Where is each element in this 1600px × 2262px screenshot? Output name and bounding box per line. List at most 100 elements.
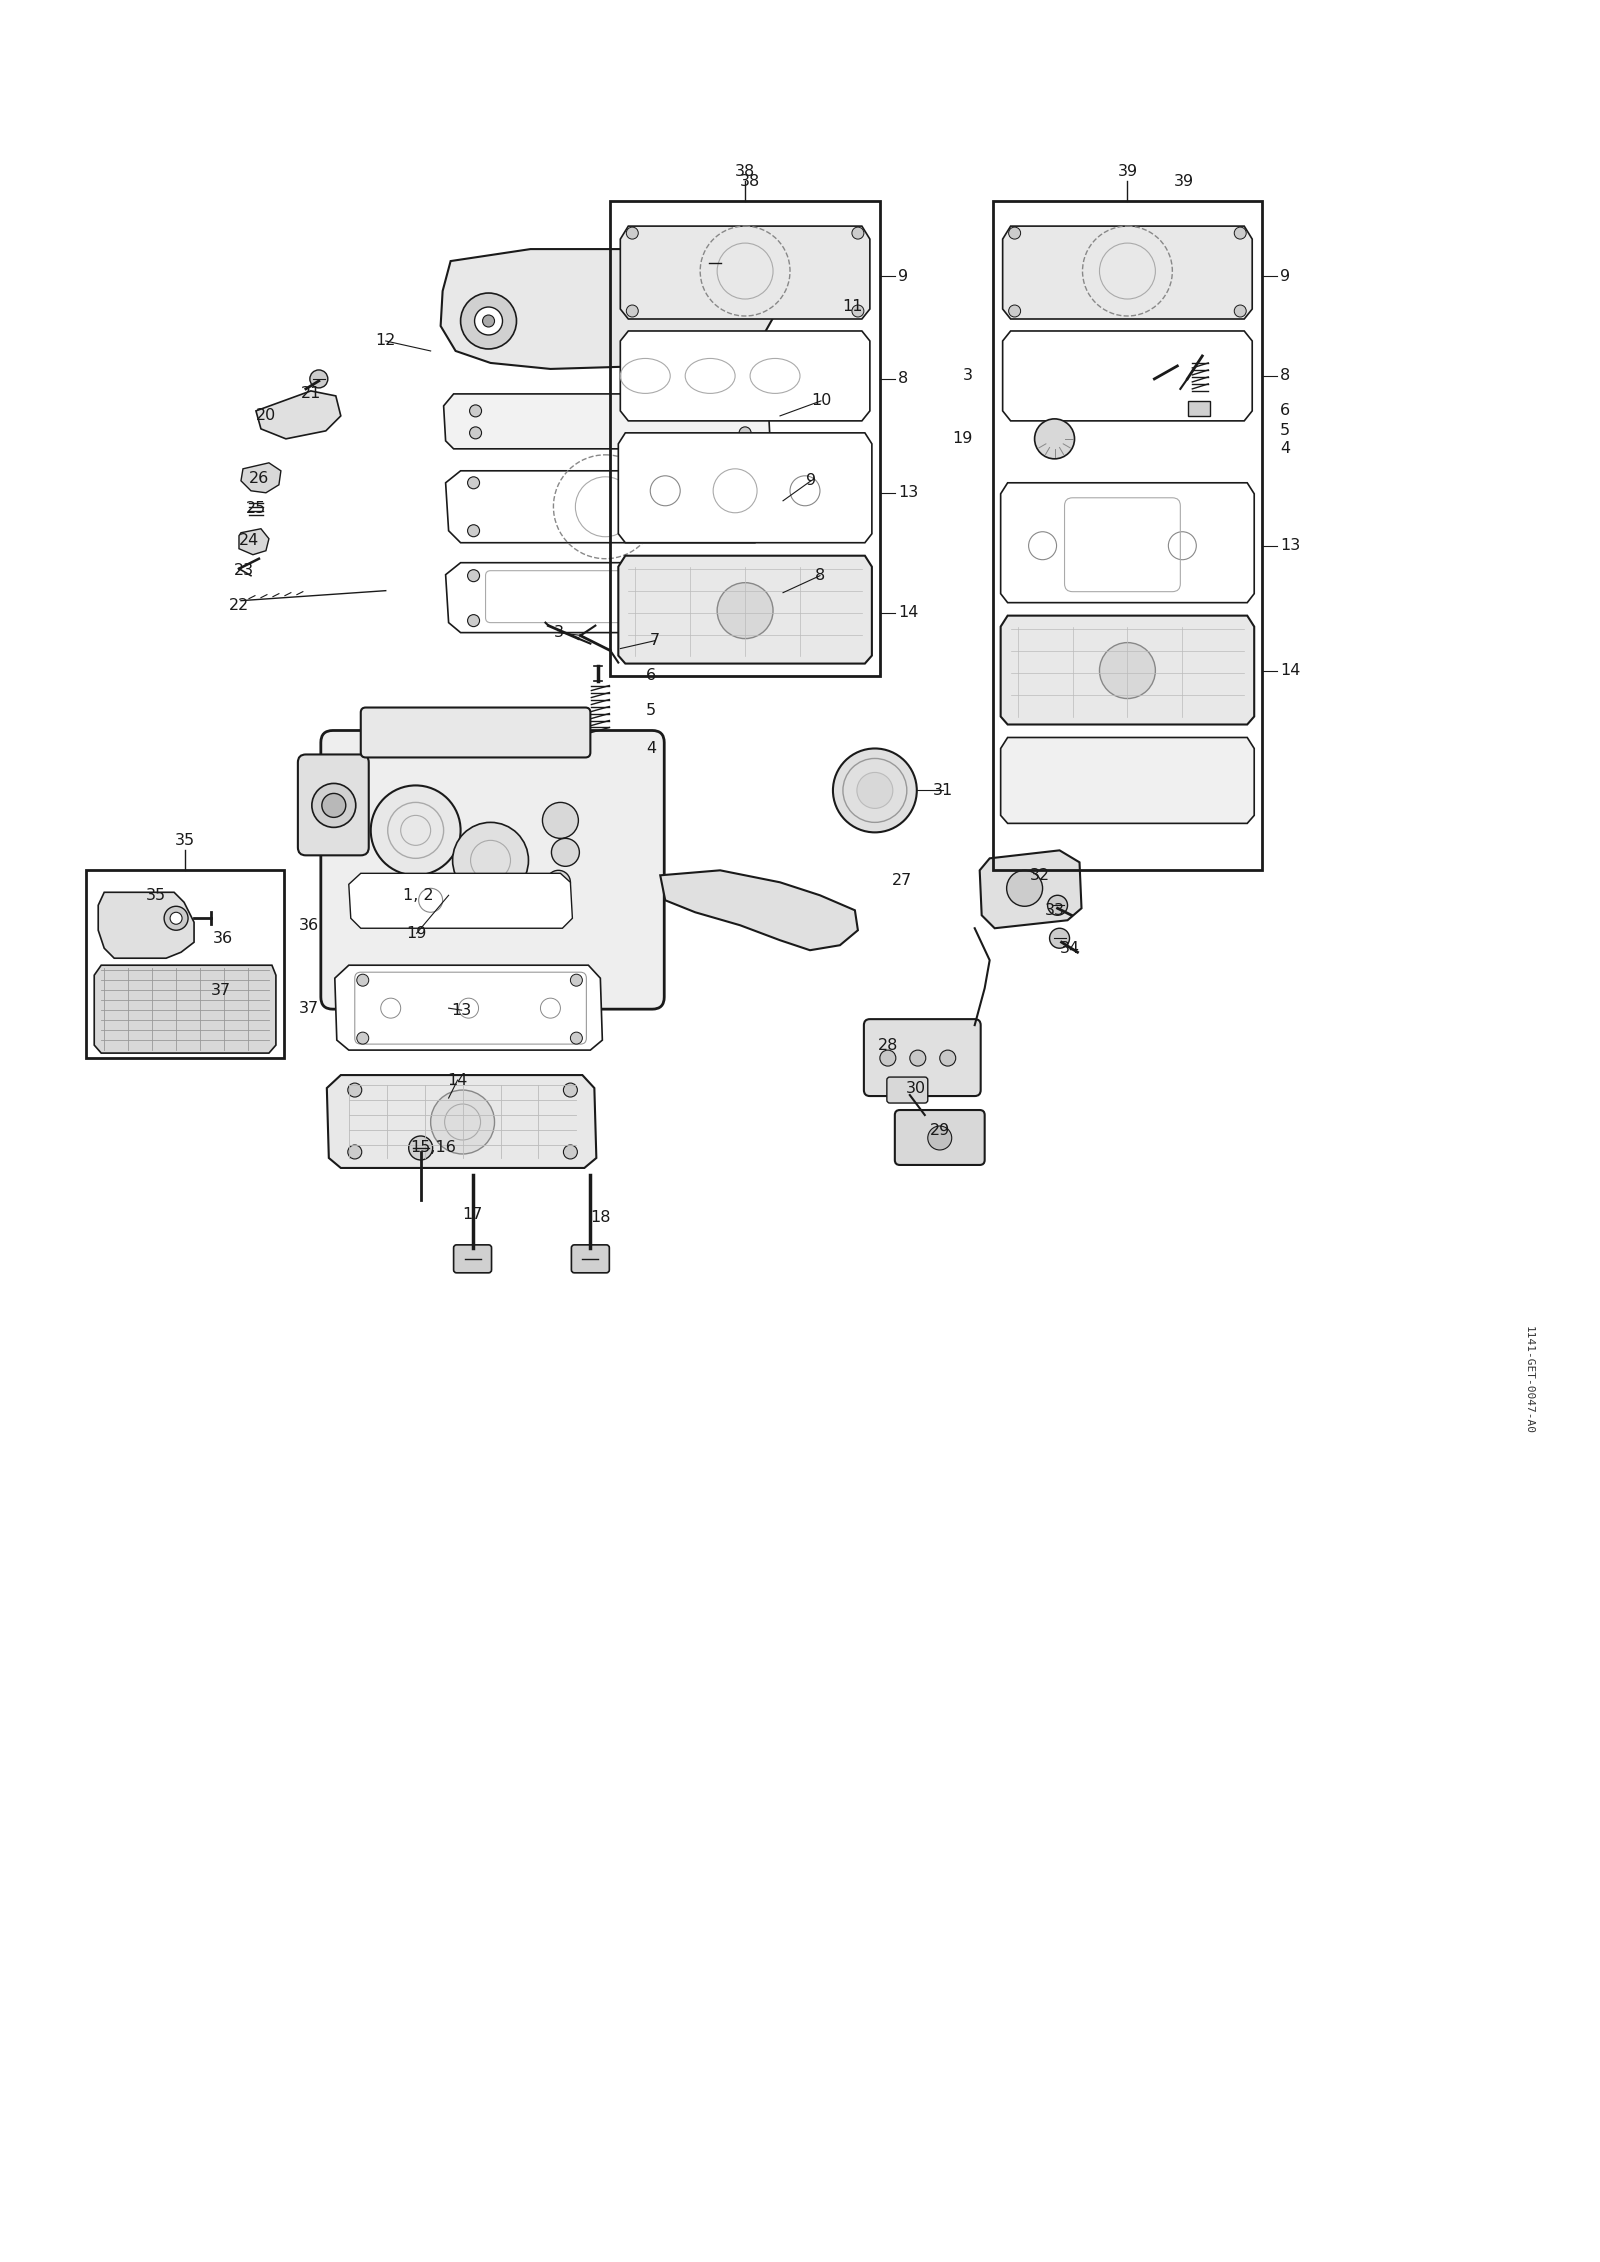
Text: 13: 13 <box>1280 538 1301 554</box>
Polygon shape <box>446 563 765 633</box>
Text: 35: 35 <box>174 832 195 848</box>
Text: 23: 23 <box>234 563 254 579</box>
Circle shape <box>939 1050 955 1065</box>
Polygon shape <box>621 226 870 319</box>
Text: 36: 36 <box>299 918 318 932</box>
Text: 6: 6 <box>1280 403 1290 418</box>
Circle shape <box>542 803 578 839</box>
Text: 38: 38 <box>739 174 760 188</box>
Circle shape <box>310 371 328 387</box>
Text: 12: 12 <box>376 333 395 348</box>
Circle shape <box>371 785 461 875</box>
Circle shape <box>408 1136 432 1160</box>
Circle shape <box>717 584 773 638</box>
Circle shape <box>1006 871 1043 907</box>
Text: 13: 13 <box>451 1002 472 1018</box>
Text: 4: 4 <box>646 742 656 756</box>
Text: 3: 3 <box>963 369 973 385</box>
Text: 19: 19 <box>406 925 427 941</box>
Circle shape <box>347 1083 362 1097</box>
Circle shape <box>430 1090 494 1154</box>
Text: 28: 28 <box>878 1038 898 1052</box>
Circle shape <box>626 305 638 317</box>
Text: 10: 10 <box>811 394 830 409</box>
Text: 36: 36 <box>213 930 234 946</box>
Circle shape <box>461 294 517 348</box>
Circle shape <box>1234 226 1246 240</box>
Text: 34: 34 <box>1059 941 1080 957</box>
Circle shape <box>731 477 742 489</box>
Circle shape <box>706 253 725 271</box>
FancyBboxPatch shape <box>454 1244 491 1274</box>
Polygon shape <box>242 464 282 493</box>
Polygon shape <box>326 1074 597 1167</box>
Text: 37: 37 <box>299 1000 318 1016</box>
Circle shape <box>347 1145 362 1158</box>
Text: 8: 8 <box>898 371 909 387</box>
Text: 9: 9 <box>806 473 816 489</box>
Polygon shape <box>621 330 870 421</box>
Circle shape <box>834 749 917 832</box>
Text: 25: 25 <box>246 502 266 516</box>
Circle shape <box>880 1050 896 1065</box>
Bar <box>610 201 880 676</box>
Text: 31: 31 <box>933 783 954 798</box>
Circle shape <box>1234 305 1246 317</box>
Text: 1, 2: 1, 2 <box>403 887 434 903</box>
Circle shape <box>698 244 733 280</box>
Circle shape <box>851 305 864 317</box>
Circle shape <box>731 570 742 581</box>
Text: 38: 38 <box>734 163 755 179</box>
Circle shape <box>483 314 494 328</box>
FancyBboxPatch shape <box>864 1020 981 1097</box>
Polygon shape <box>1003 226 1253 319</box>
Circle shape <box>357 1031 368 1045</box>
FancyBboxPatch shape <box>886 1077 928 1104</box>
Circle shape <box>357 975 368 986</box>
Polygon shape <box>618 432 872 543</box>
Circle shape <box>563 1145 578 1158</box>
Circle shape <box>467 570 480 581</box>
Circle shape <box>731 525 742 536</box>
Circle shape <box>467 615 480 627</box>
Circle shape <box>165 907 189 930</box>
Circle shape <box>1008 226 1021 240</box>
Text: 20: 20 <box>256 409 277 423</box>
Text: 3: 3 <box>554 624 563 640</box>
Circle shape <box>739 405 750 416</box>
Text: 4: 4 <box>1280 441 1290 457</box>
Polygon shape <box>440 249 778 369</box>
Circle shape <box>469 405 482 416</box>
Circle shape <box>469 428 482 439</box>
Circle shape <box>851 226 864 240</box>
Polygon shape <box>443 394 770 448</box>
Text: 26: 26 <box>250 470 269 486</box>
FancyBboxPatch shape <box>322 731 664 1009</box>
Polygon shape <box>446 470 765 543</box>
Circle shape <box>1050 927 1069 948</box>
Text: 35: 35 <box>146 887 166 903</box>
Text: 17: 17 <box>462 1208 483 1221</box>
Circle shape <box>1099 642 1155 699</box>
Bar <box>992 201 1262 871</box>
FancyBboxPatch shape <box>571 1244 610 1274</box>
Text: 29: 29 <box>930 1122 950 1138</box>
FancyBboxPatch shape <box>894 1111 984 1165</box>
Polygon shape <box>1003 330 1253 421</box>
Text: 39: 39 <box>1117 163 1138 179</box>
Circle shape <box>570 1031 582 1045</box>
Polygon shape <box>1000 737 1254 823</box>
Text: 30: 30 <box>906 1081 926 1095</box>
Text: 14: 14 <box>898 606 918 620</box>
Text: 7: 7 <box>650 633 661 649</box>
Polygon shape <box>586 735 614 749</box>
Text: 9: 9 <box>898 269 907 283</box>
Text: 5: 5 <box>1280 423 1290 439</box>
Circle shape <box>475 308 502 335</box>
Text: 32: 32 <box>1029 869 1050 882</box>
Bar <box>1189 400 1210 416</box>
Text: 15,16: 15,16 <box>411 1140 456 1156</box>
Circle shape <box>570 975 582 986</box>
Circle shape <box>453 823 528 898</box>
Text: 1141-GET-0047-A0: 1141-GET-0047-A0 <box>1523 1326 1534 1434</box>
